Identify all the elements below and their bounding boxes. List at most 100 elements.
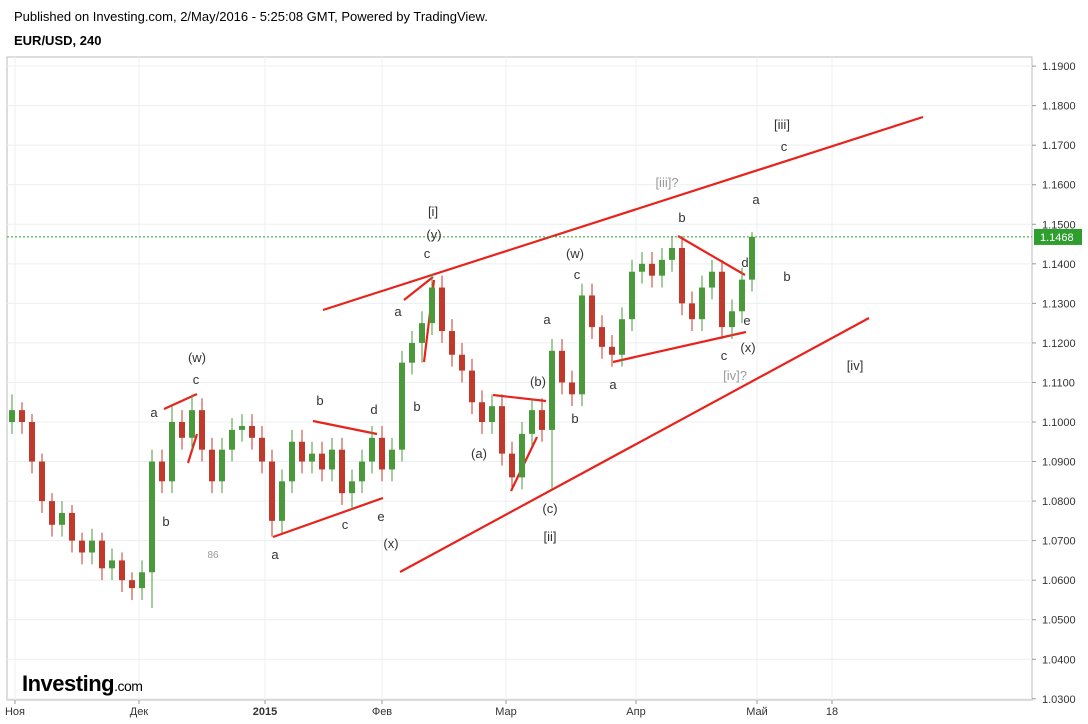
symbol-label: EUR/USD, 240 [14,33,101,48]
wave-label: c [781,139,788,154]
candle-body [309,453,315,462]
candle-body [269,461,275,521]
candle-body [699,287,705,320]
last-price-label: 1.1468 [1040,232,1074,244]
candle-body [439,287,445,332]
candle-body [529,410,535,434]
candle-body [539,410,545,430]
y-tick-label: 1.1300 [1042,298,1076,310]
candle-body [689,303,695,320]
candle-body [589,295,595,328]
wave-label: [iv]? [723,368,747,383]
wave-label: a [271,547,279,562]
candle-body [59,512,65,525]
candle-body [109,560,115,569]
logo-name: Investing [22,671,114,696]
candle-body [519,433,525,478]
wave-label: [iv] [847,358,864,373]
y-tick-label: 1.0400 [1042,654,1076,666]
candle-body [9,410,15,422]
candle-body [359,461,365,482]
candle-body [499,406,505,454]
y-tick-label: 1.1500 [1042,219,1076,231]
candle-body [69,512,75,541]
wave-label: (w) [188,350,206,365]
candle-body [199,410,205,450]
x-tick-label: Дек [130,706,149,718]
trendline [677,235,746,276]
candle-body [679,248,685,304]
candle-body [579,295,585,395]
candle-body [189,410,195,438]
wave-label: c [574,267,581,282]
wave-label: c [193,372,200,387]
candle-body [409,342,415,363]
wave-label: b [678,210,685,225]
y-tick-label: 1.1400 [1042,259,1076,271]
candle-body [169,421,175,482]
candle-body [329,449,335,470]
candle-body [49,501,55,525]
trendline [612,330,747,364]
candle-body [229,429,235,450]
candle-body [399,362,405,450]
x-tick-label: Май [746,706,768,718]
candle-body [489,406,495,422]
trendline [403,276,434,301]
x-tick-label: 2015 [253,706,277,718]
wave-label: (b) [530,374,546,389]
candle-body [99,540,105,569]
wave-label: (y) [426,227,441,242]
candle-body [369,437,375,462]
wave-label: d [370,402,377,417]
candle-body [449,331,455,355]
candle-body [469,370,475,403]
y-tick-label: 1.1600 [1042,180,1076,192]
candle-body [729,311,735,328]
candle-body [79,540,85,553]
candle-body [239,425,245,430]
wave-label: [iii] [774,117,790,132]
candle-body [619,319,625,355]
candle-body [179,421,185,438]
y-tick-label: 1.1100 [1042,377,1075,389]
x-tick-label: Апр [626,706,645,718]
candle-body [349,481,355,494]
wave-label: c [424,246,431,261]
candle-body [319,453,325,470]
candle-body [219,449,225,482]
candle-body [39,461,45,502]
wave-label: b [783,269,790,284]
y-tick-label: 1.1200 [1042,338,1076,350]
y-tick-label: 1.1700 [1042,140,1076,152]
candle-body [279,481,285,521]
candle-body [129,580,135,589]
last-price-box [1034,228,1082,245]
candle-body [669,248,675,260]
candle-body [419,323,425,343]
candle-body [509,453,515,478]
y-tick-label: 1.0900 [1042,457,1076,469]
wave-label: (x) [740,340,755,355]
trendline [492,393,547,403]
wave-label: (w) [566,246,584,261]
trendline [322,115,924,312]
wave-label: a [543,312,551,327]
candle-body [299,441,305,462]
candle-body [19,410,25,422]
candle-body [569,382,575,395]
y-tick-label: 1.1800 [1042,101,1076,113]
wave-label: c [721,348,728,363]
candle-body [139,572,145,589]
candle-body [559,350,565,383]
candle-body [629,271,635,320]
candle-body [459,354,465,371]
y-tick-label: 1.1000 [1042,417,1076,429]
candle-body [749,236,755,280]
candle-body [339,449,345,494]
candle-body [549,350,555,430]
candle-body [209,449,215,482]
published-line: Published on Investing.com, 2/May/2016 -… [14,9,488,24]
wave-label: b [413,399,420,414]
